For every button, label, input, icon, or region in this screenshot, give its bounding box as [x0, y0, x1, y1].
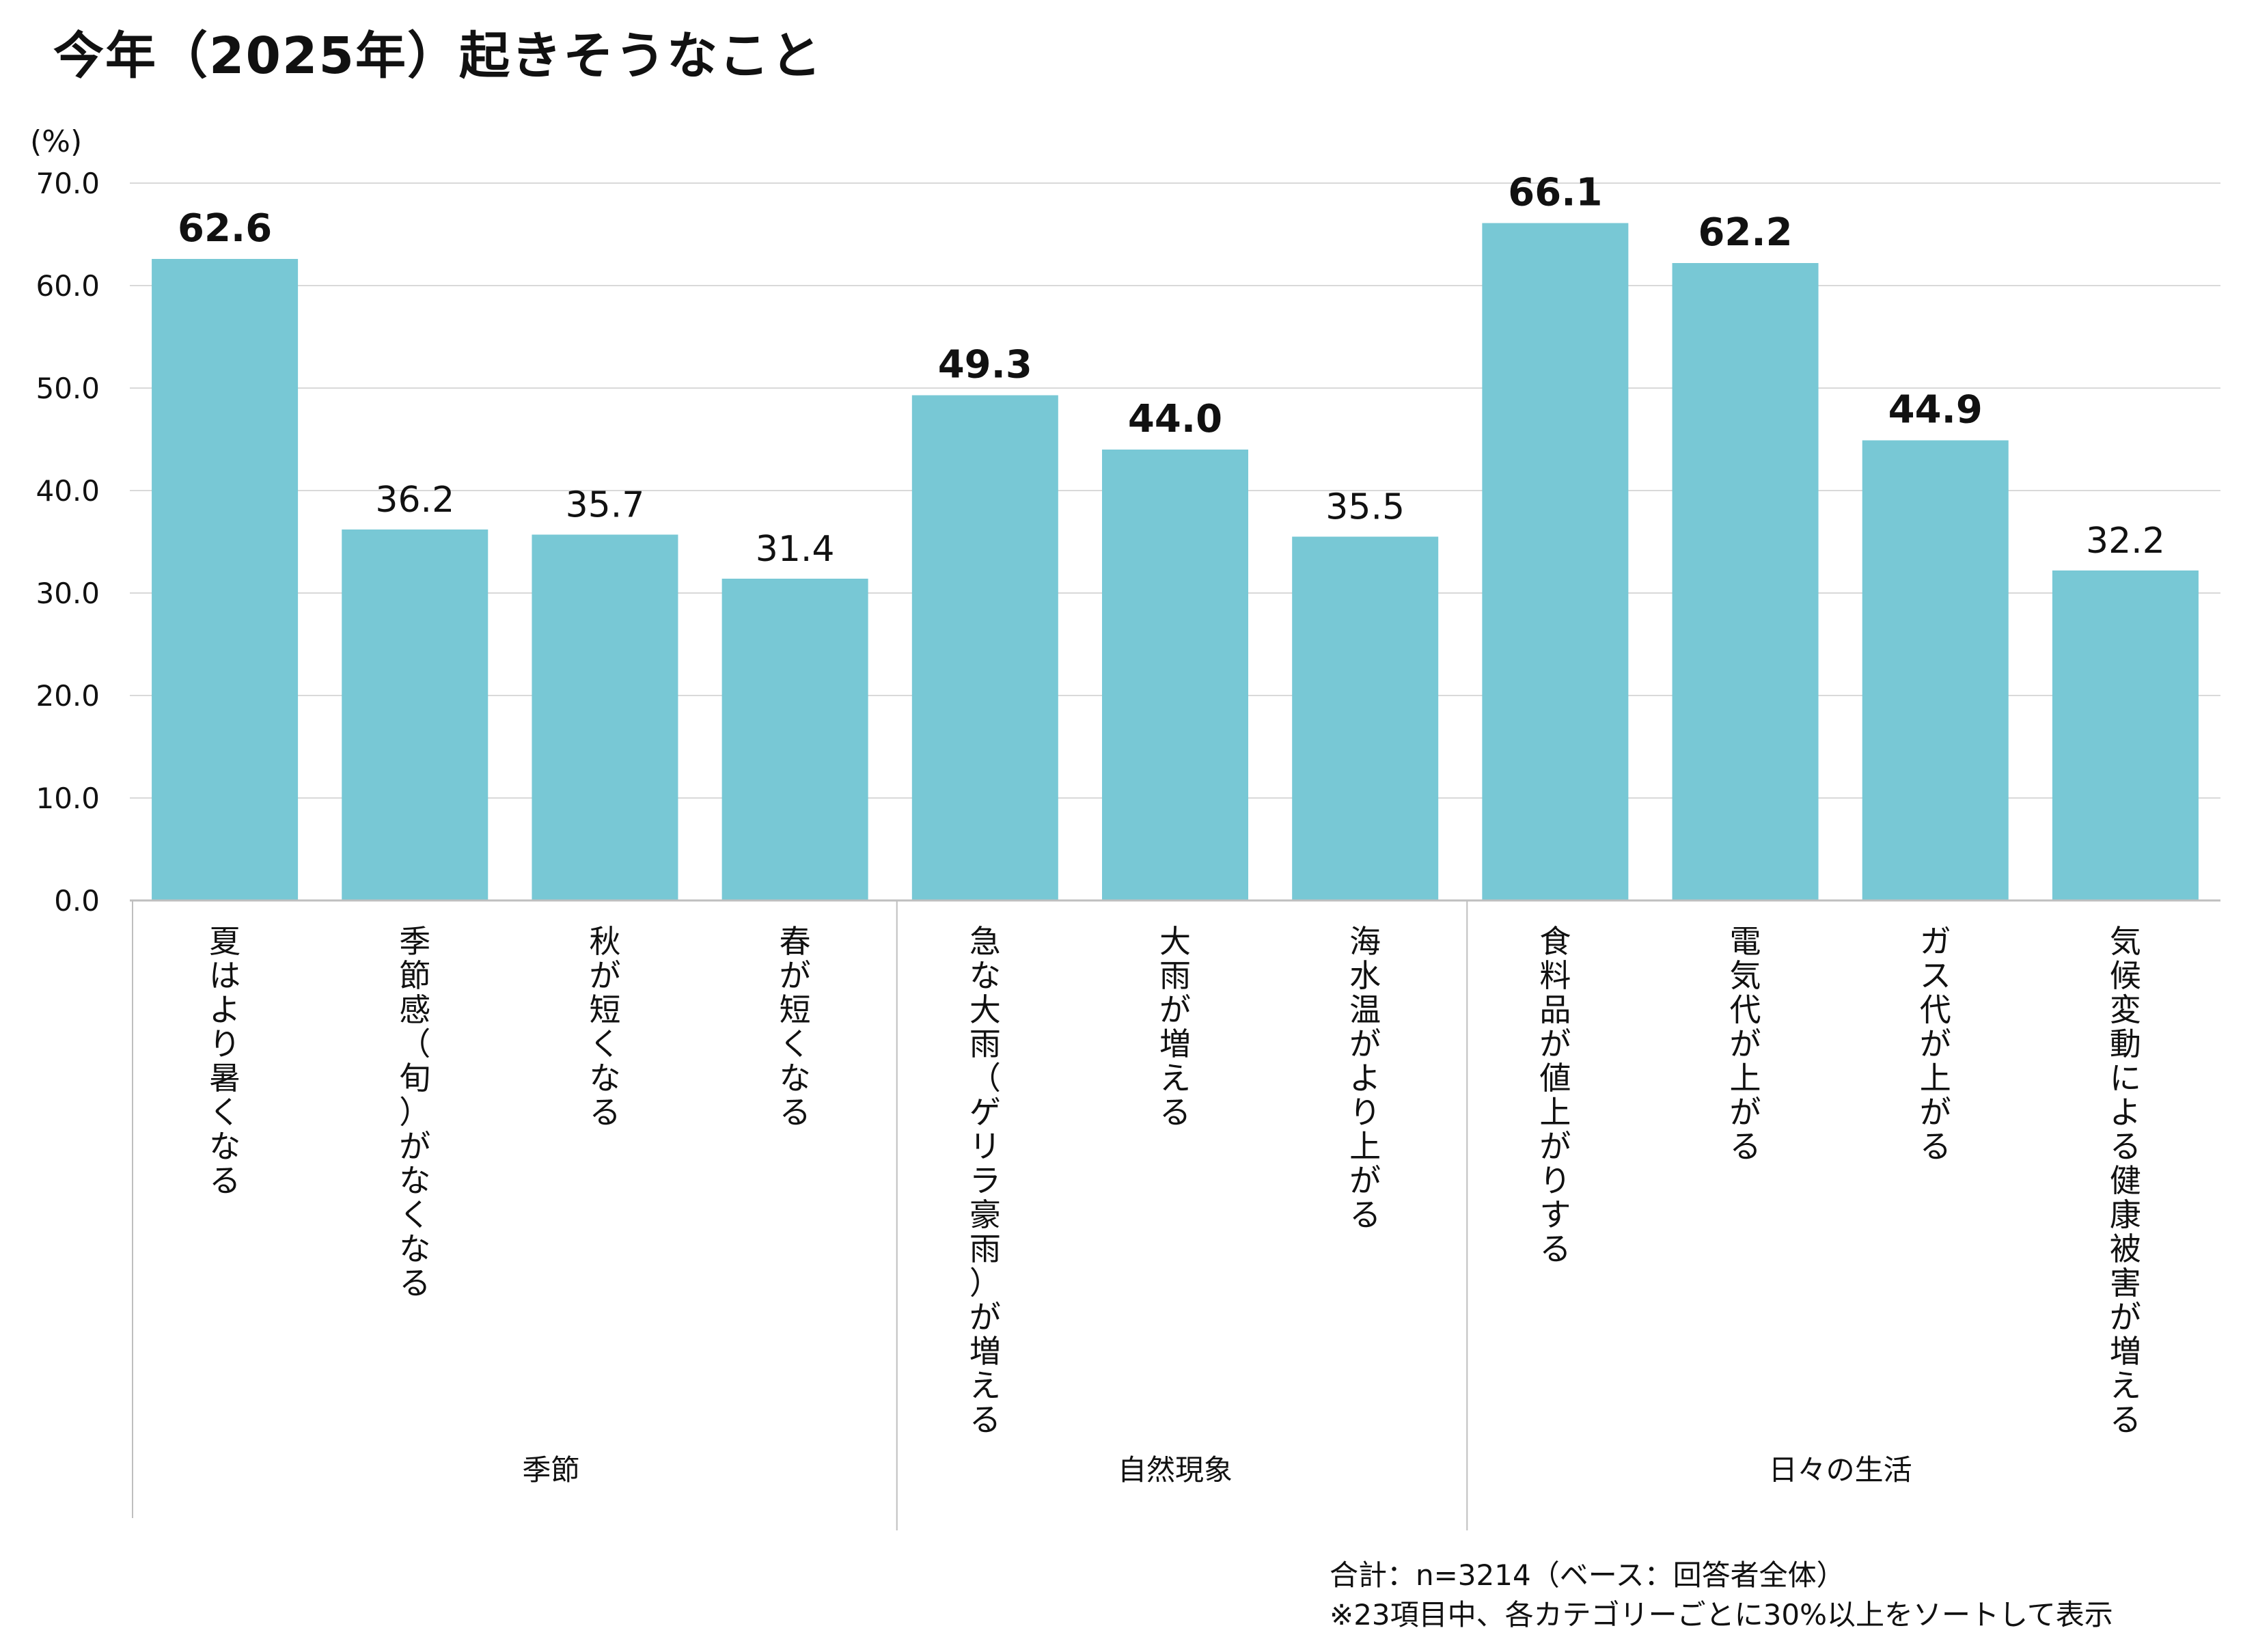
value-label: 44.9	[1888, 388, 1983, 432]
y-tick-label: 40.0	[36, 474, 100, 508]
bar	[1862, 441, 2009, 901]
bar	[1673, 263, 1819, 900]
bar	[1482, 223, 1628, 901]
y-tick-label: 50.0	[36, 372, 100, 405]
bar	[1292, 537, 1438, 901]
category-label: ガス代が上がる	[1920, 923, 1951, 1165]
y-tick-label: 60.0	[36, 269, 100, 303]
y-tick-label: 70.0	[36, 167, 100, 200]
category-label: 秋が短くなる	[589, 923, 620, 1131]
bar	[722, 579, 868, 900]
bar	[342, 529, 488, 900]
category-label: 急な大雨（ゲリラ豪雨）が増える	[969, 923, 1001, 1438]
y-tick-label: 0.0	[54, 884, 100, 918]
bar	[2052, 570, 2199, 900]
value-label: 35.5	[1325, 487, 1405, 528]
bar-chart: 0.0 10.0 20.0 30.0 40.0 50.0 60.0 70.0 62.6 36.2 3…	[0, 0, 2243, 1652]
category-label: 電気代が上がる	[1730, 923, 1761, 1165]
footnote-sample-size: 合計：n=3214（ベース：回答者全体）	[1330, 1552, 1845, 1594]
value-label: 31.4	[756, 529, 835, 570]
value-label: 36.2	[375, 480, 454, 521]
y-tick-label: 30.0	[36, 577, 100, 610]
value-label: 35.7	[566, 485, 645, 526]
category-label: 春が短くなる	[780, 923, 811, 1131]
bar	[532, 535, 678, 901]
value-label: 49.3	[938, 343, 1032, 387]
value-label: 44.0	[1128, 397, 1222, 441]
category-label: 食料品が値上がりする	[1539, 923, 1571, 1267]
y-tick-label: 20.0	[36, 679, 100, 713]
group-label: 自然現象	[1118, 1453, 1233, 1487]
value-label: 62.2	[1698, 210, 1792, 255]
category-label: 大雨が増える	[1159, 923, 1191, 1131]
category-label: 夏はより暑くなる	[209, 923, 240, 1199]
group-label: 日々の生活	[1769, 1453, 1912, 1487]
value-label: 62.6	[178, 206, 272, 251]
y-tick-label: 10.0	[36, 782, 100, 815]
category-label: 海水温がより上がる	[1349, 923, 1381, 1233]
value-label: 66.1	[1508, 171, 1602, 215]
bar	[152, 259, 298, 900]
value-label: 32.2	[2086, 521, 2165, 562]
group-label: 季節	[522, 1453, 579, 1487]
bar	[1102, 450, 1248, 900]
category-label: 季節感（旬）がなくなる	[399, 923, 430, 1302]
category-label: 気候変動による健康被害が増える	[2110, 923, 2141, 1438]
bar	[912, 396, 1058, 901]
footnote-sorting-note: ※23項目中、各カテゴリーごとに30%以上をソートして表示	[1330, 1592, 2113, 1634]
